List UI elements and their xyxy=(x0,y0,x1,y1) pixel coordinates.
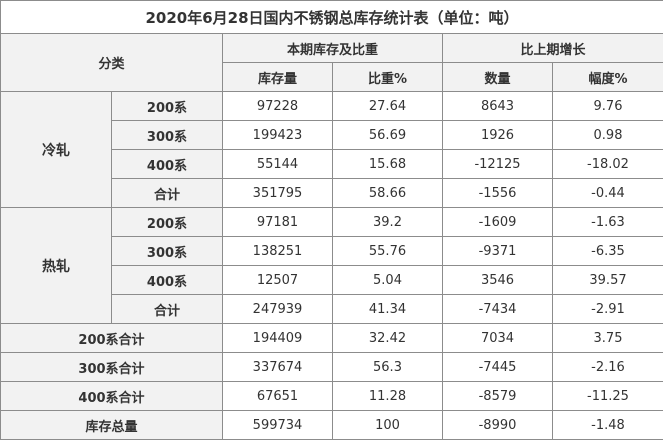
row-label: 合计 xyxy=(111,294,223,324)
cell-ratio: 11.28 xyxy=(332,381,443,411)
cell-stock: 337674 xyxy=(222,352,333,382)
cell-amount: -7434 xyxy=(442,294,553,324)
cell-rate: -2.16 xyxy=(552,352,663,382)
row-label: 200系 xyxy=(111,91,223,121)
row-label: 200系 xyxy=(111,207,223,237)
header-stock: 库存量 xyxy=(222,62,333,92)
cell-ratio: 55.76 xyxy=(332,236,443,266)
cell-ratio: 100 xyxy=(332,410,443,440)
table-row: 热轧 200系 97181 39.2 -1609 -1.63 xyxy=(0,207,663,324)
cell-ratio: 58.66 xyxy=(332,178,443,208)
cell-stock: 599734 xyxy=(222,410,333,440)
header-rate: 幅度% xyxy=(552,62,663,92)
cell-rate: -6.35 xyxy=(552,236,663,266)
cell-stock: 97228 xyxy=(222,91,333,121)
title-row: 2020年6月28日国内不锈钢总库存统计表（单位：吨） xyxy=(0,0,663,34)
cell-stock: 199423 xyxy=(222,120,333,150)
row-label: 400系合计 xyxy=(0,381,223,411)
header-row-1: 分类 本期库存及比重 比上期增长 xyxy=(0,33,663,92)
cell-rate: 0.98 xyxy=(552,120,663,150)
header-amount: 数量 xyxy=(442,62,553,92)
group-label-hot: 热轧 xyxy=(0,207,112,324)
row-label: 300系 xyxy=(111,236,223,266)
header-category: 分类 xyxy=(0,33,223,92)
cell-rate: -11.25 xyxy=(552,381,663,411)
table-row: 冷轧 200系 97228 27.64 8643 9.76 xyxy=(0,91,663,208)
table-title: 2020年6月28日国内不锈钢总库存统计表（单位：吨） xyxy=(0,0,663,34)
cell-rate: 3.75 xyxy=(552,323,663,353)
header-ratio: 比重% xyxy=(332,62,443,92)
row-label: 300系 xyxy=(111,120,223,150)
cell-amount: -8579 xyxy=(442,381,553,411)
row-label: 200系合计 xyxy=(0,323,223,353)
cell-amount: -1609 xyxy=(442,207,553,237)
cell-rate: -1.48 xyxy=(552,410,663,440)
cell-ratio: 5.04 xyxy=(332,265,443,295)
table-row: 400系 55144 15.68 -12125 -18.02 xyxy=(1,149,663,179)
cell-ratio: 15.68 xyxy=(332,149,443,179)
header-current-group: 本期库存及比重 xyxy=(222,33,443,63)
cell-amount: -1556 xyxy=(442,178,553,208)
cell-amount: 8643 xyxy=(442,91,553,121)
row-label: 合计 xyxy=(111,178,223,208)
table-row: 300系 199423 56.69 1926 0.98 xyxy=(1,120,663,150)
cell-ratio: 56.69 xyxy=(332,120,443,150)
cell-ratio: 27.64 xyxy=(332,91,443,121)
cell-stock: 194409 xyxy=(222,323,333,353)
cell-amount: -12125 xyxy=(442,149,553,179)
cell-amount: 1926 xyxy=(442,120,553,150)
cell-stock: 67651 xyxy=(222,381,333,411)
header-change-group: 比上期增长 xyxy=(442,33,663,63)
cell-stock: 97181 xyxy=(222,207,333,237)
table-row: 合计 351795 58.66 -1556 -0.44 xyxy=(1,178,663,208)
cell-rate: 39.57 xyxy=(552,265,663,295)
cell-amount: -9371 xyxy=(442,236,553,266)
cell-ratio: 56.3 xyxy=(332,352,443,382)
cell-ratio: 39.2 xyxy=(332,207,443,237)
cell-stock: 138251 xyxy=(222,236,333,266)
cell-ratio: 41.34 xyxy=(332,294,443,324)
table-row: 200系合计 194409 32.42 7034 3.75 xyxy=(0,323,663,353)
cell-rate: -2.91 xyxy=(552,294,663,324)
cell-rate: -1.63 xyxy=(552,207,663,237)
table-row: 300系合计 337674 56.3 -7445 -2.16 xyxy=(0,352,663,382)
cell-stock: 12507 xyxy=(222,265,333,295)
cell-ratio: 32.42 xyxy=(332,323,443,353)
table-row: 库存总量 599734 100 -8990 -1.48 xyxy=(0,410,663,440)
group-label-cold: 冷轧 xyxy=(0,91,112,208)
table-row: 300系 138251 55.76 -9371 -6.35 xyxy=(1,236,663,266)
row-label: 400系 xyxy=(111,149,223,179)
row-label: 库存总量 xyxy=(0,410,223,440)
cell-stock: 351795 xyxy=(222,178,333,208)
cell-amount: -7445 xyxy=(442,352,553,382)
cell-stock: 55144 xyxy=(222,149,333,179)
row-label: 400系 xyxy=(111,265,223,295)
cell-rate: 9.76 xyxy=(552,91,663,121)
cell-rate: -18.02 xyxy=(552,149,663,179)
cell-amount: 3546 xyxy=(442,265,553,295)
cell-amount: -8990 xyxy=(442,410,553,440)
cell-amount: 7034 xyxy=(442,323,553,353)
row-label: 300系合计 xyxy=(0,352,223,382)
header-row-2: 库存量 比重% 数量 幅度% xyxy=(1,62,663,92)
cell-rate: -0.44 xyxy=(552,178,663,208)
table-row: 400系合计 67651 11.28 -8579 -11.25 xyxy=(0,381,663,411)
cell-stock: 247939 xyxy=(222,294,333,324)
